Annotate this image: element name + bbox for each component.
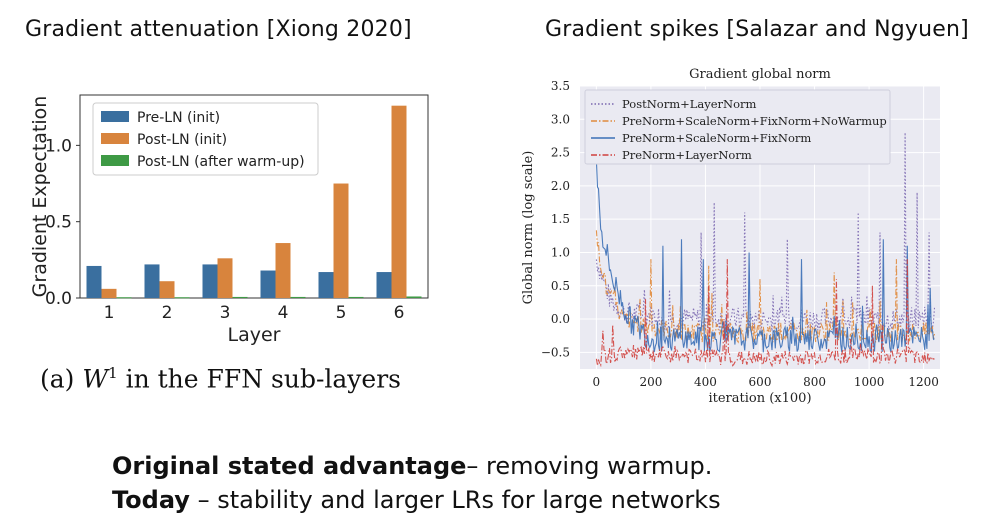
x-axis-label: iteration (x100) [708,391,811,406]
line2-bold: Today [112,486,190,514]
bar [144,264,160,298]
y-tick-label: 1.5 [551,212,570,226]
bar [232,296,248,298]
bar [376,272,392,298]
y-axis-label: Global norm (log scale) [521,151,536,305]
caption-prefix: (a) [40,364,75,394]
y-tick-label: 2.0 [551,179,570,193]
legend-label: Post-LN (init) [137,132,227,148]
series-line [595,132,936,332]
line1-bold: Original stated advantage [112,452,467,480]
chart-title: Gradient global norm [689,67,831,82]
y-tick-label: 0.5 [45,213,72,233]
bar [260,270,276,298]
bar [159,281,175,298]
y-tick-label: 2.5 [551,146,570,160]
x-tick-label: 6 [394,303,405,323]
x-tick-label: 1200 [908,375,939,389]
gradient-global-norm-line-chart: Gradient global norm −0.5 0.0 0.5 1.0 1.5 2.0 2… [521,67,940,406]
legend-label: PreNorm+ScaleNorm+FixNorm+NoWarmup [622,114,887,128]
x-tick-label: 1000 [854,375,885,389]
y-tick-label: 3.5 [551,79,570,93]
left-heading: Gradient attenuation [Xiong 2020] [25,17,412,42]
x-tick-label: 2 [162,303,173,323]
caption-suffix: in the FFN sub-layers [125,364,402,394]
bar [290,296,306,298]
y-tick-label: −0.5 [541,345,570,359]
bar [217,258,233,298]
bar [406,296,422,298]
y-tick-label: 0.5 [551,279,570,293]
y-tick-label: 3.0 [551,112,570,126]
legend-label: PreNorm+LayerNorm [622,148,752,162]
legend-label: Post-LN (after warm-up) [137,154,305,170]
line1-rest: – removing warmup. [466,452,713,480]
x-tick-label: 1 [104,303,115,323]
bar [391,105,407,299]
y-tick-label: 1.0 [45,136,72,156]
legend-swatch [101,133,129,144]
caption-variable: W [82,364,109,394]
legend-label: PostNorm+LayerNorm [622,97,757,111]
legend-box [92,102,319,176]
y-tick-label: 0.0 [551,312,570,326]
x-axis-label: Layer [228,324,281,346]
legend-box [584,89,891,165]
legend-swatch [101,155,129,166]
x-tick-label: 200 [639,375,662,389]
bar [333,183,349,298]
bottom-line-1: Original stated advantage– removing warm… [112,452,712,480]
figure-caption: (a) W1 in the FFN sub-layers [40,364,401,393]
legend-swatch [101,111,129,122]
gradient-expectation-bar-chart: 0.0 0.5 1.0 1 2 3 4 5 6 Layer Gradient Expectation… [29,94,429,346]
bar [116,297,132,299]
line2-rest: – stability and larger LRs for large net… [189,486,721,514]
right-heading: Gradient spikes [Salazar and Ngyuen] [545,17,969,42]
bar [174,297,190,299]
bar [275,243,291,298]
x-tick-label: 400 [694,375,717,389]
y-tick-label: 0.0 [45,289,72,309]
bar [101,288,117,298]
bottom-line-2: Today – stability and larger LRs for lar… [112,486,721,514]
x-tick-label: 0 [593,375,601,389]
x-tick-label: 800 [803,375,826,389]
legend-label: PreNorm+ScaleNorm+FixNorm [622,131,811,145]
series-line [595,160,935,354]
bar [318,272,334,298]
legend-label: Pre-LN (init) [137,110,220,126]
x-tick-label: 5 [336,303,347,323]
x-tick-label: 4 [278,303,289,323]
x-tick-label: 3 [220,303,231,323]
y-tick-label: 1.0 [551,245,570,259]
bar [202,264,218,298]
x-tick-label: 600 [749,375,772,389]
series-line [595,259,935,368]
bar [348,296,364,298]
bar [86,265,102,298]
y-axis-label: Gradient Expectation [29,96,51,298]
caption-superscript: 1 [108,364,118,382]
